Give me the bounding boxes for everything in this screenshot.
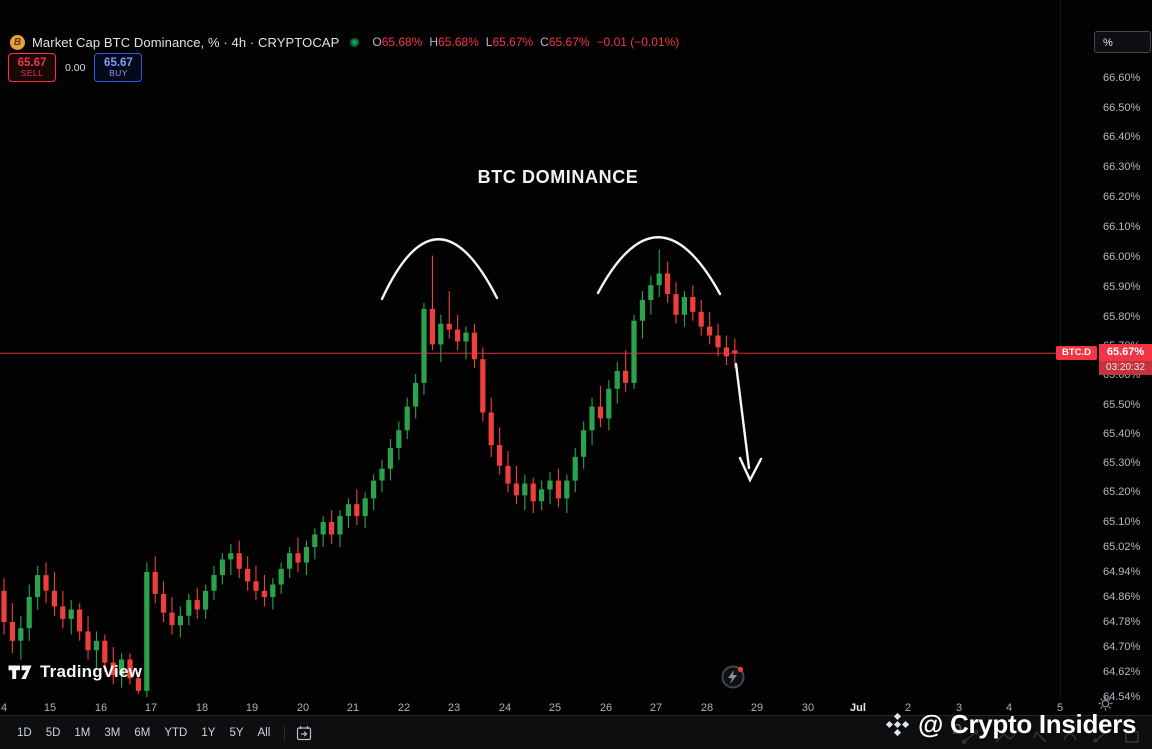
faint-drawing-tools-watermark bbox=[961, 729, 1139, 745]
price-axis-label: 65.02% bbox=[1103, 541, 1141, 553]
price-axis-label: 64.94% bbox=[1103, 566, 1141, 578]
time-axis-label: 28 bbox=[700, 702, 714, 714]
open-label: O bbox=[372, 35, 382, 49]
market-status-dot[interactable] bbox=[350, 37, 360, 47]
price-axis-label: 65.30% bbox=[1103, 457, 1141, 469]
price-axis-label: 64.70% bbox=[1103, 641, 1141, 653]
time-axis-label: Jul bbox=[850, 702, 866, 714]
high-value: 65.68% bbox=[438, 35, 479, 49]
ohlc-values: O65.68% H65.68% L65.67% C65.67% −0.01 (−… bbox=[372, 35, 679, 49]
candlestick-series bbox=[1, 249, 738, 697]
price-axis[interactable]: 66.60% 66.50% 66.40% 66.30% 66.20% 66.10% 66.0… bbox=[1060, 0, 1152, 703]
time-axis-label: 27 bbox=[649, 702, 663, 714]
lightning-status-icon[interactable] bbox=[720, 664, 746, 690]
time-axis-label: 2 bbox=[904, 702, 912, 714]
spread-value: 0.00 bbox=[65, 61, 86, 74]
tradingview-logo-text: TradingView bbox=[40, 662, 143, 681]
time-axis-label: 18 bbox=[195, 702, 209, 714]
time-axis-label: 29 bbox=[750, 702, 764, 714]
time-axis-label: 16 bbox=[94, 702, 108, 714]
high-label: H bbox=[429, 35, 439, 49]
down-arrow-drawing[interactable] bbox=[734, 362, 763, 483]
sell-price: 65.67 bbox=[17, 57, 47, 69]
buy-button[interactable]: 65.67 BUY bbox=[94, 53, 143, 82]
time-axis-label: 23 bbox=[447, 702, 461, 714]
current-price-tag: 65.67% bbox=[1099, 344, 1152, 362]
change-value: −0.01 (−0.01%) bbox=[596, 35, 680, 49]
time-axis[interactable]: 4 15 16 17 18 19 20 21 22 23 24 25 26 27 28 29 30 Jul 2 3 4 5 bbox=[0, 700, 1152, 715]
range-button-5d[interactable]: 5D bbox=[45, 726, 61, 739]
time-axis-label: 21 bbox=[346, 702, 360, 714]
price-axis-label: 64.78% bbox=[1103, 616, 1141, 628]
time-axis-label: 30 bbox=[801, 702, 815, 714]
price-axis-label: 66.20% bbox=[1103, 191, 1141, 203]
bottom-toolbar: 1D 5D 1M 3M 6M YTD 1Y 5Y All bbox=[0, 715, 1152, 749]
price-axis-label: 65.80% bbox=[1103, 311, 1141, 323]
toolbar-divider bbox=[284, 724, 286, 741]
time-axis-label: 17 bbox=[144, 702, 158, 714]
price-axis-label: 66.40% bbox=[1103, 131, 1141, 143]
trade-panel: 65.67 SELL 0.00 65.67 BUY bbox=[8, 53, 143, 82]
gear-icon[interactable] bbox=[1098, 696, 1113, 711]
price-axis-label: 66.50% bbox=[1103, 102, 1141, 114]
price-scale-mode-button[interactable]: % bbox=[1094, 31, 1151, 53]
price-axis-label: 66.10% bbox=[1103, 221, 1141, 233]
price-chart-canvas[interactable] bbox=[0, 0, 1152, 715]
price-axis-label: 65.90% bbox=[1103, 281, 1141, 293]
bitcoin-icon: B bbox=[10, 34, 25, 50]
price-axis-label: 65.50% bbox=[1103, 399, 1141, 411]
close-value: 65.67% bbox=[548, 35, 590, 49]
time-axis-label: 3 bbox=[955, 702, 963, 714]
range-button-1y[interactable]: 1Y bbox=[201, 726, 216, 739]
price-axis-label: 65.40% bbox=[1103, 428, 1141, 440]
time-axis-label: 4 bbox=[0, 702, 8, 714]
time-axis-label: 24 bbox=[498, 702, 512, 714]
sell-button[interactable]: 65.67 SELL bbox=[8, 53, 56, 82]
price-axis-label: 64.54% bbox=[1103, 691, 1141, 703]
tradingview-mark-icon bbox=[8, 665, 32, 679]
time-axis-label: 20 bbox=[296, 702, 310, 714]
open-value: 65.68% bbox=[381, 35, 423, 49]
time-axis-label: 15 bbox=[43, 702, 57, 714]
price-axis-label: 65.10% bbox=[1103, 516, 1141, 528]
double-top-arc-drawings[interactable] bbox=[380, 236, 722, 301]
channel-watermark-text: @ Crypto Insiders bbox=[918, 709, 1137, 739]
time-axis-label: 19 bbox=[245, 702, 259, 714]
range-button-ytd[interactable]: YTD bbox=[164, 726, 188, 739]
bar-countdown-tag: 03:20:32 bbox=[1099, 361, 1152, 376]
price-axis-label: 64.62% bbox=[1103, 666, 1141, 678]
range-button-1d[interactable]: 1D bbox=[17, 726, 32, 739]
range-button-3m[interactable]: 3M bbox=[104, 726, 121, 739]
tradingview-logo[interactable]: TradingView bbox=[8, 662, 142, 682]
low-value: 65.67% bbox=[492, 35, 534, 49]
symbol-legend: B Market Cap BTC Dominance, % · 4h · CRY… bbox=[10, 33, 679, 51]
price-axis-label: 64.86% bbox=[1103, 591, 1141, 603]
buy-label: BUY bbox=[109, 68, 128, 79]
sell-label: SELL bbox=[20, 68, 44, 79]
price-axis-label: 66.00% bbox=[1103, 251, 1141, 263]
time-axis-label: 26 bbox=[599, 702, 613, 714]
range-button-5y[interactable]: 5Y bbox=[229, 726, 244, 739]
time-axis-label: 5 bbox=[1056, 702, 1064, 714]
channel-watermark: @ Crypto Insiders bbox=[884, 709, 1136, 740]
time-axis-label: 4 bbox=[1005, 702, 1013, 714]
range-button-all[interactable]: All bbox=[257, 726, 271, 739]
price-axis-label: 66.60% bbox=[1103, 72, 1141, 84]
low-label: L bbox=[485, 35, 493, 49]
buy-price: 65.67 bbox=[104, 57, 133, 69]
faint-watermark-letter: b bbox=[952, 718, 963, 738]
time-axis-label: 22 bbox=[397, 702, 411, 714]
price-axis-label: 66.30% bbox=[1103, 161, 1141, 173]
price-axis-label: 65.20% bbox=[1103, 486, 1141, 498]
symbol-price-tag: BTC.D bbox=[1056, 346, 1097, 361]
range-button-6m[interactable]: 6M bbox=[134, 726, 151, 739]
binance-logo-icon bbox=[885, 712, 910, 737]
time-axis-label: 25 bbox=[548, 702, 562, 714]
range-button-1m[interactable]: 1M bbox=[74, 726, 91, 739]
annotation-pattern-title: BTC DOMINANCE bbox=[477, 167, 639, 187]
symbol-title[interactable]: Market Cap BTC Dominance, % · 4h · CRYPT… bbox=[32, 34, 340, 50]
goto-date-icon[interactable] bbox=[292, 723, 316, 743]
close-label: C bbox=[540, 35, 549, 49]
